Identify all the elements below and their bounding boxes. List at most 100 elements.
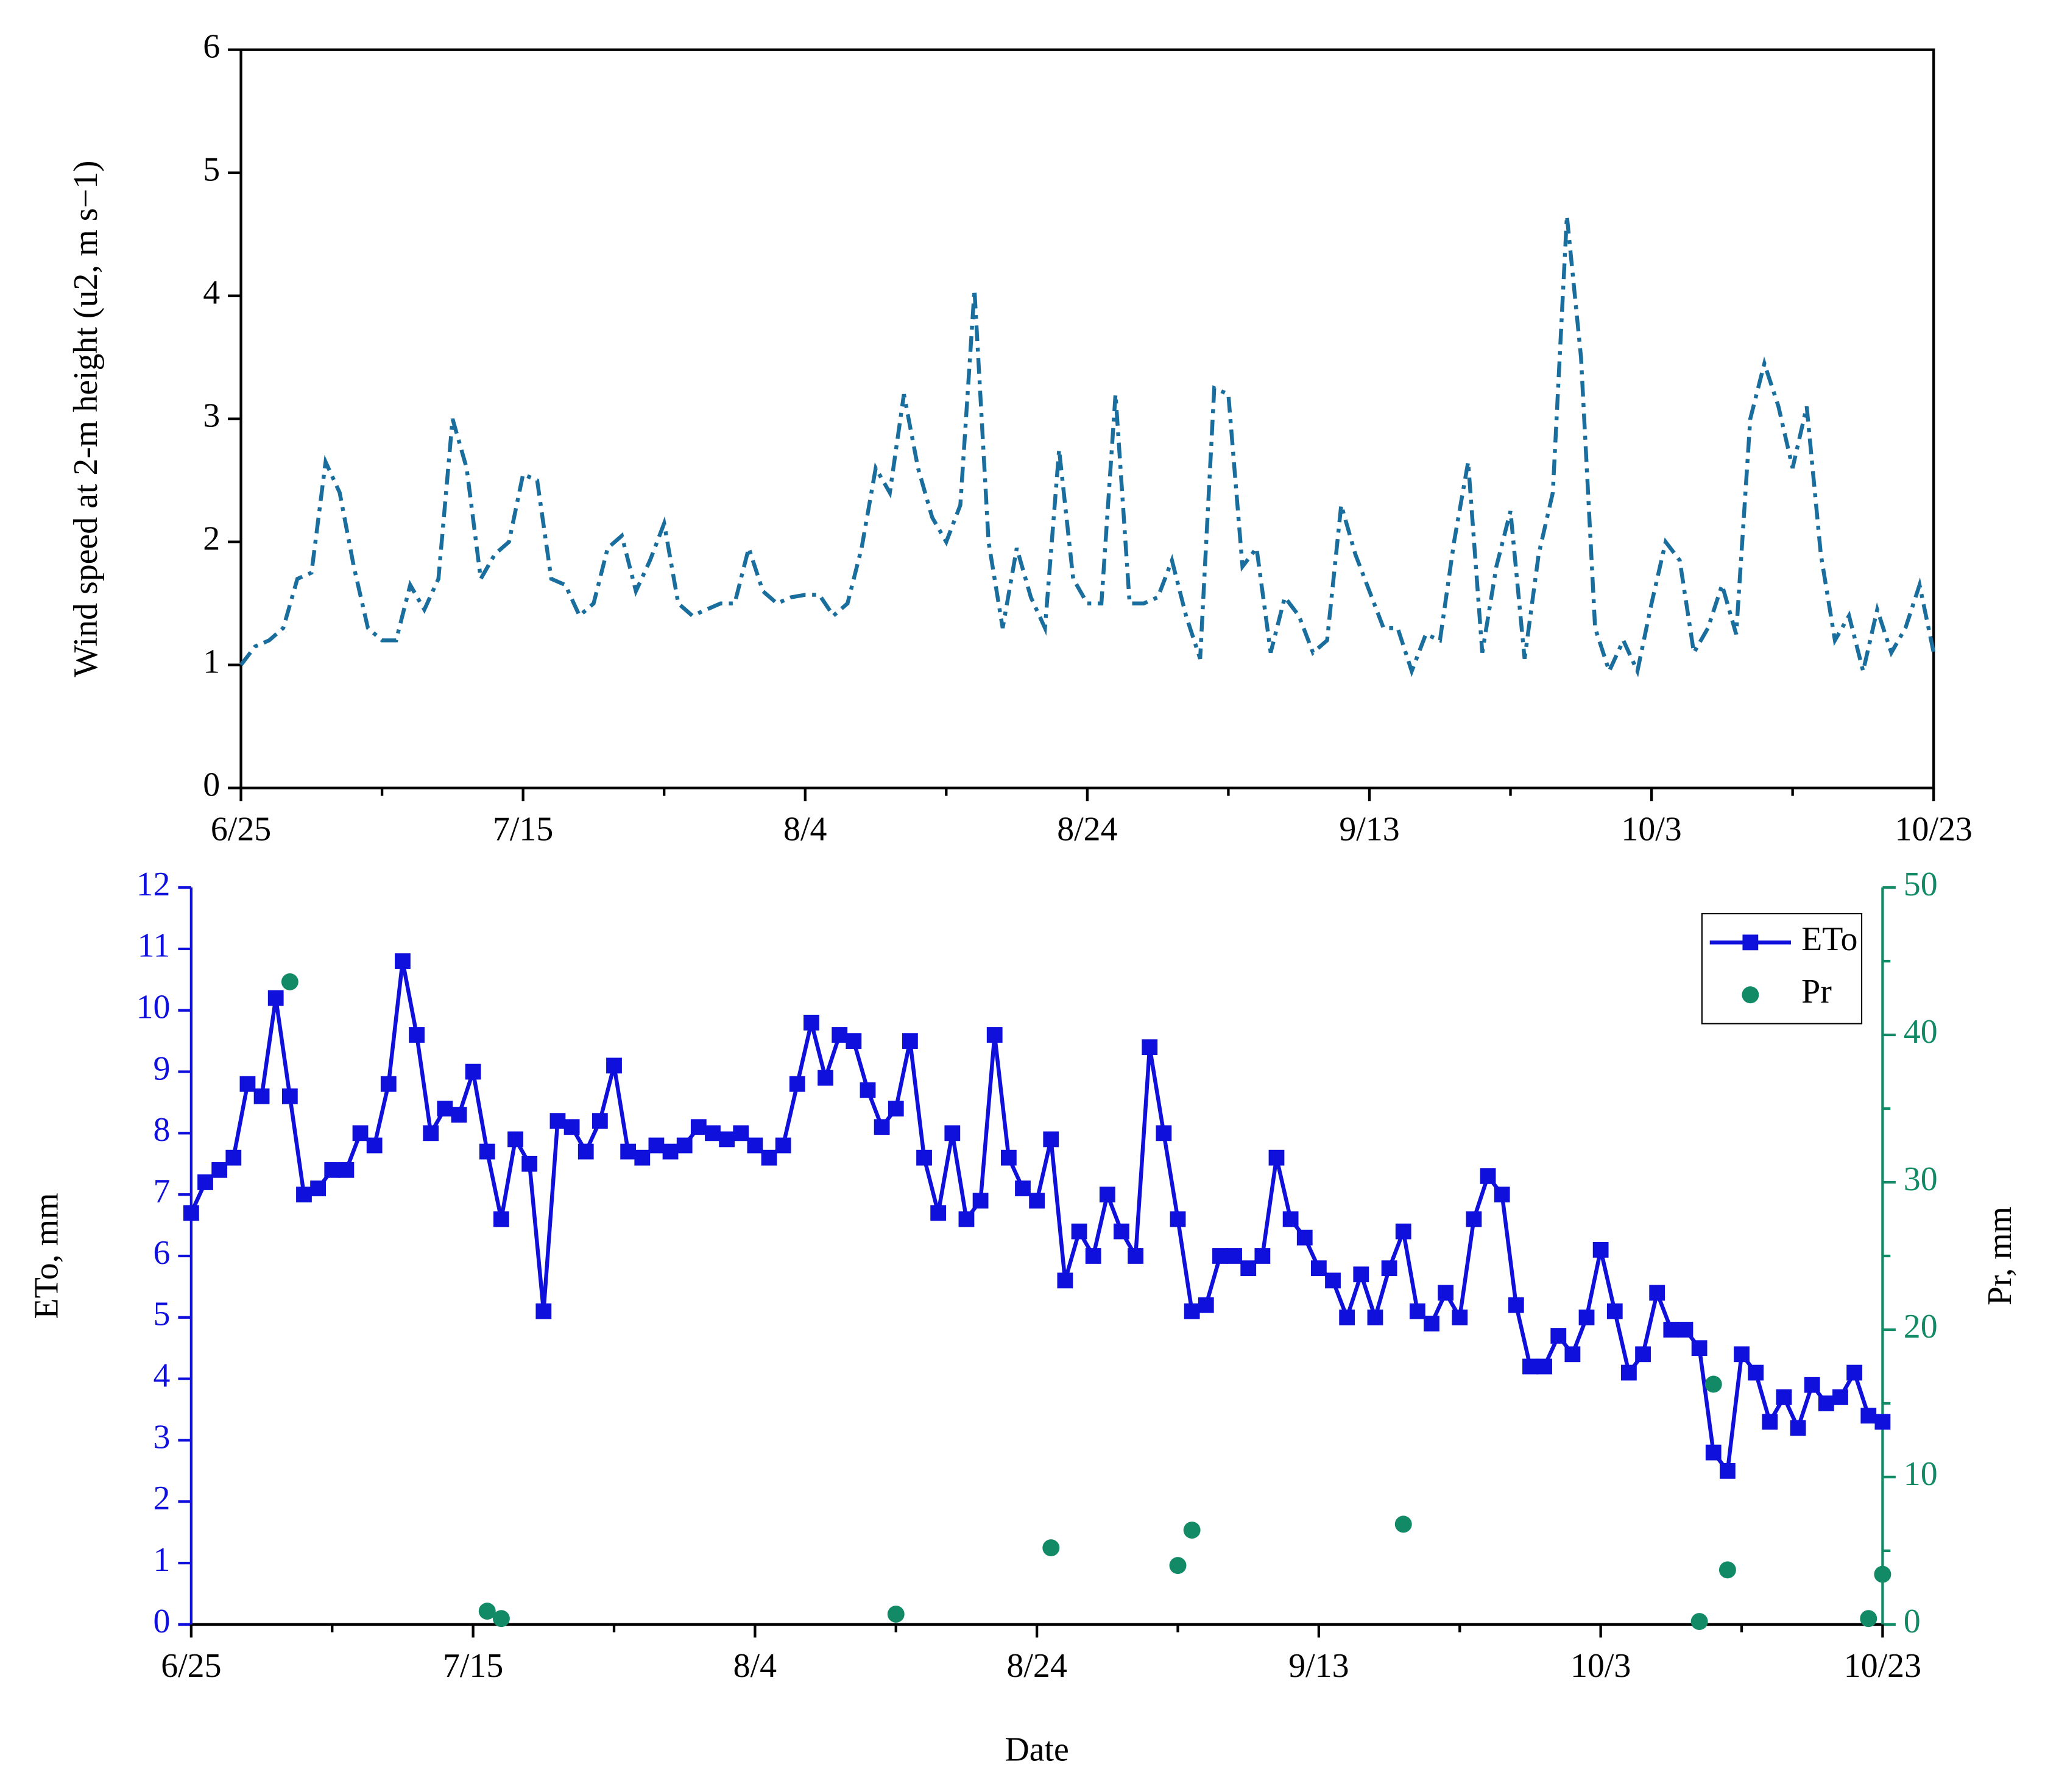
marker	[1691, 1340, 1708, 1356]
y-tick-label: 7	[154, 1173, 171, 1210]
point	[492, 1610, 510, 1628]
marker	[1254, 1248, 1271, 1264]
marker	[1226, 1248, 1242, 1264]
y-axis-label: ETo, mm	[28, 1193, 66, 1319]
marker	[211, 1162, 228, 1178]
marker	[1663, 1322, 1679, 1338]
y-tick-label: 4	[203, 274, 220, 312]
marker	[465, 1064, 481, 1080]
legend-marker	[1742, 934, 1759, 951]
marker	[1170, 1211, 1186, 1227]
x-tick-label: 10/3	[1621, 811, 1681, 848]
marker	[296, 1187, 312, 1203]
marker	[705, 1125, 721, 1141]
marker	[1212, 1248, 1228, 1264]
marker	[606, 1057, 622, 1074]
y-tick-label: 11	[138, 927, 171, 965]
y-axis-label: Wind speed at 2-m height (u2, m s−1)	[67, 160, 105, 677]
marker	[1339, 1309, 1355, 1325]
point	[1690, 1613, 1708, 1631]
marker	[253, 1088, 270, 1104]
marker	[310, 1180, 327, 1196]
y-tick-label: 1	[154, 1541, 171, 1579]
marker	[1142, 1039, 1158, 1056]
marker	[1564, 1346, 1581, 1363]
marker	[719, 1131, 735, 1148]
line	[239, 216, 1936, 678]
marker	[1114, 1223, 1129, 1240]
point	[281, 973, 298, 990]
marker	[1748, 1364, 1764, 1381]
marker	[1325, 1272, 1341, 1289]
marker	[775, 1137, 791, 1154]
y-tick-label: 5	[154, 1296, 171, 1333]
point	[1718, 1561, 1736, 1579]
marker	[1184, 1303, 1200, 1319]
marker	[818, 1070, 833, 1086]
y-tick-label: 0	[154, 1603, 171, 1640]
y-tick-label: 30	[1904, 1160, 1938, 1198]
marker	[1804, 1377, 1820, 1393]
marker	[648, 1137, 665, 1154]
x-tick-label: 6/25	[161, 1647, 221, 1685]
marker	[634, 1149, 651, 1166]
marker	[1310, 1260, 1327, 1277]
marker	[479, 1143, 495, 1160]
marker	[888, 1101, 904, 1116]
marker	[1099, 1187, 1115, 1203]
marker	[1240, 1260, 1257, 1277]
marker	[662, 1143, 679, 1160]
marker	[1860, 1408, 1877, 1424]
marker	[832, 1027, 848, 1043]
point	[1874, 1565, 1891, 1583]
legend-label: ETo	[1801, 920, 1857, 958]
point	[1042, 1539, 1060, 1557]
marker	[592, 1113, 608, 1129]
y-tick-label: 2	[154, 1480, 171, 1517]
marker	[860, 1082, 876, 1098]
marker	[1128, 1248, 1143, 1264]
legend-marker	[1742, 986, 1759, 1004]
marker	[1085, 1248, 1101, 1264]
marker	[1282, 1211, 1299, 1227]
x-tick-label: 8/4	[783, 811, 827, 848]
marker	[789, 1076, 805, 1092]
line	[189, 961, 1884, 1476]
marker	[1846, 1364, 1863, 1381]
marker	[1874, 1414, 1891, 1430]
marker	[761, 1149, 777, 1166]
x-tick-label: 6/25	[211, 811, 271, 848]
marker	[1592, 1242, 1609, 1258]
x-tick-label: 9/13	[1288, 1647, 1349, 1685]
marker	[747, 1137, 763, 1154]
marker	[1621, 1364, 1637, 1381]
point	[1169, 1557, 1187, 1575]
marker	[874, 1119, 890, 1135]
point	[1860, 1610, 1877, 1628]
point	[1394, 1515, 1412, 1533]
y-tick-label: 9	[154, 1049, 171, 1087]
marker	[239, 1076, 256, 1092]
x-tick-label: 7/15	[443, 1647, 503, 1685]
marker	[1522, 1358, 1538, 1375]
marker	[451, 1107, 467, 1123]
y-tick-label: 50	[1904, 866, 1938, 903]
marker	[352, 1125, 369, 1141]
x-tick-label: 8/24	[1006, 1647, 1067, 1685]
marker	[577, 1143, 594, 1160]
y-tick-label: 0	[1904, 1603, 1921, 1640]
y-tick-label: 12	[136, 866, 171, 903]
marker	[267, 990, 284, 1006]
marker	[1381, 1260, 1397, 1277]
x-tick-label: 10/23	[1895, 811, 1973, 848]
marker	[1494, 1187, 1510, 1203]
x-tick-label: 8/24	[1057, 811, 1117, 848]
marker	[437, 1101, 453, 1116]
marker	[930, 1205, 947, 1221]
marker	[1268, 1149, 1285, 1166]
marker	[197, 1174, 213, 1190]
y-tick-label: 10	[136, 989, 171, 1026]
marker	[986, 1027, 1003, 1043]
